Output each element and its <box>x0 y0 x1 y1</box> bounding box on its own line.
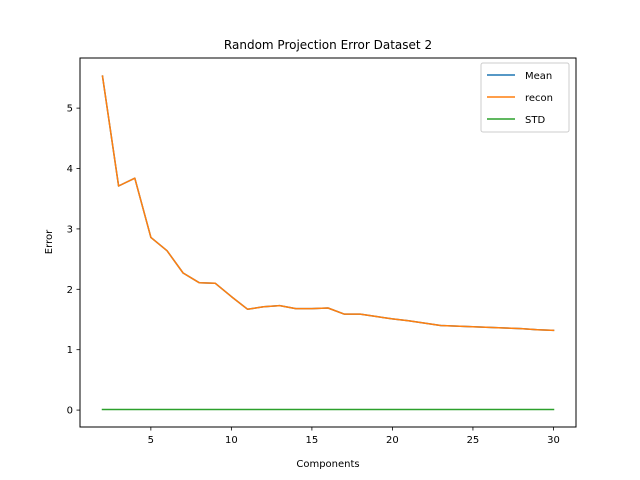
y-tick-label: 3 <box>67 224 73 235</box>
x-axis-label: Components <box>296 459 359 470</box>
y-tick-label: 4 <box>67 164 73 175</box>
axes-frame <box>79 57 577 428</box>
x-tick-label: 15 <box>306 435 319 446</box>
x-tick-label: 5 <box>148 435 154 446</box>
y-tick-label: 0 <box>67 406 73 417</box>
legend-label-mean: Mean <box>525 71 552 82</box>
y-tick-label: 5 <box>67 104 73 115</box>
chart-title: Random Projection Error Dataset 2 <box>224 38 432 52</box>
x-axis: 5 10 15 20 25 30 <box>148 427 560 446</box>
legend-box <box>480 62 570 133</box>
x-tick-label: 20 <box>386 435 399 446</box>
x-tick-label: 10 <box>225 435 238 446</box>
legend-label-recon: recon <box>525 93 553 104</box>
legend-label-std: STD <box>525 115 545 126</box>
y-tick-label: 2 <box>67 285 73 296</box>
legend: Mean recon STD <box>480 62 570 133</box>
y-axis-label: Error <box>44 229 55 254</box>
plot-area <box>101 75 555 411</box>
series-line-recon <box>101 75 555 332</box>
y-axis: 0 1 2 3 4 5 <box>67 104 80 417</box>
x-tick-label: 25 <box>467 435 480 446</box>
x-tick-label: 30 <box>547 435 560 446</box>
y-tick-label: 1 <box>67 345 73 356</box>
